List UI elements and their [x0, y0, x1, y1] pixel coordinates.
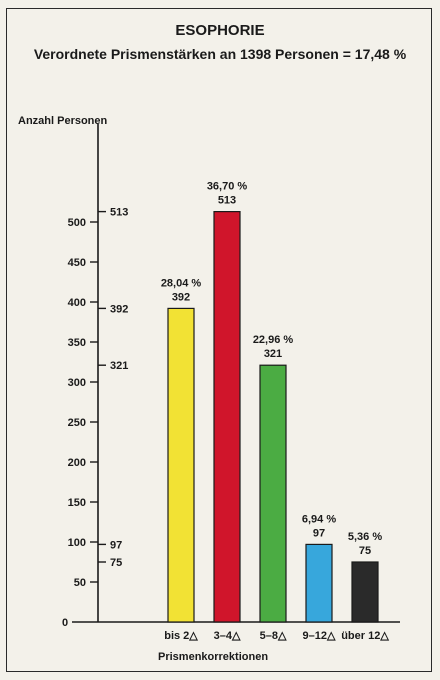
percent-label: 28,04 % [161, 277, 202, 289]
reference-tick-label: 97 [110, 539, 122, 551]
reference-tick-label: 392 [110, 303, 128, 315]
bar [213, 211, 241, 623]
y-tick-label: 0 [62, 617, 68, 629]
chart-frame [6, 8, 432, 672]
category-label: 9–12△ [303, 630, 336, 642]
y-axis-label: Anzahl Personen [18, 115, 108, 127]
bar [351, 561, 379, 623]
y-tick-label: 300 [68, 377, 86, 389]
bar [305, 543, 333, 623]
y-tick-label: 150 [68, 497, 86, 509]
y-tick-label: 500 [68, 217, 86, 229]
percent-label: 36,70 % [207, 181, 248, 193]
y-tick-label: 100 [68, 537, 86, 549]
value-label: 321 [264, 348, 282, 360]
value-label: 97 [313, 527, 325, 539]
percent-label: 22,96 % [253, 334, 294, 346]
category-label: bis 2△ [164, 630, 198, 642]
value-label: 392 [172, 291, 190, 303]
reference-tick-label: 321 [110, 360, 128, 372]
value-label: 513 [218, 195, 236, 207]
x-axis-label: Prismenkorrektionen [158, 651, 268, 663]
reference-tick-label: 75 [110, 557, 122, 569]
value-label: 75 [359, 545, 371, 557]
category-label: 5–8△ [260, 630, 287, 642]
percent-label: 6,94 % [302, 513, 336, 525]
category-label: 3–4△ [214, 630, 241, 642]
percent-label: 5,36 % [348, 531, 382, 543]
y-tick-label: 250 [68, 417, 86, 429]
y-tick-label: 200 [68, 457, 86, 469]
chart-title: ESOPHORIE [175, 22, 265, 39]
chart-subtitle: Verordnete Prismenstärken an 1398 Person… [33, 46, 407, 62]
y-tick-label: 350 [68, 337, 86, 349]
y-tick-label: 400 [68, 297, 86, 309]
bar [167, 307, 195, 623]
y-tick-label: 450 [68, 257, 86, 269]
bar [259, 364, 287, 623]
y-tick-label: 50 [74, 577, 86, 589]
category-label: über 12△ [341, 630, 389, 642]
reference-tick-label: 513 [110, 207, 128, 219]
